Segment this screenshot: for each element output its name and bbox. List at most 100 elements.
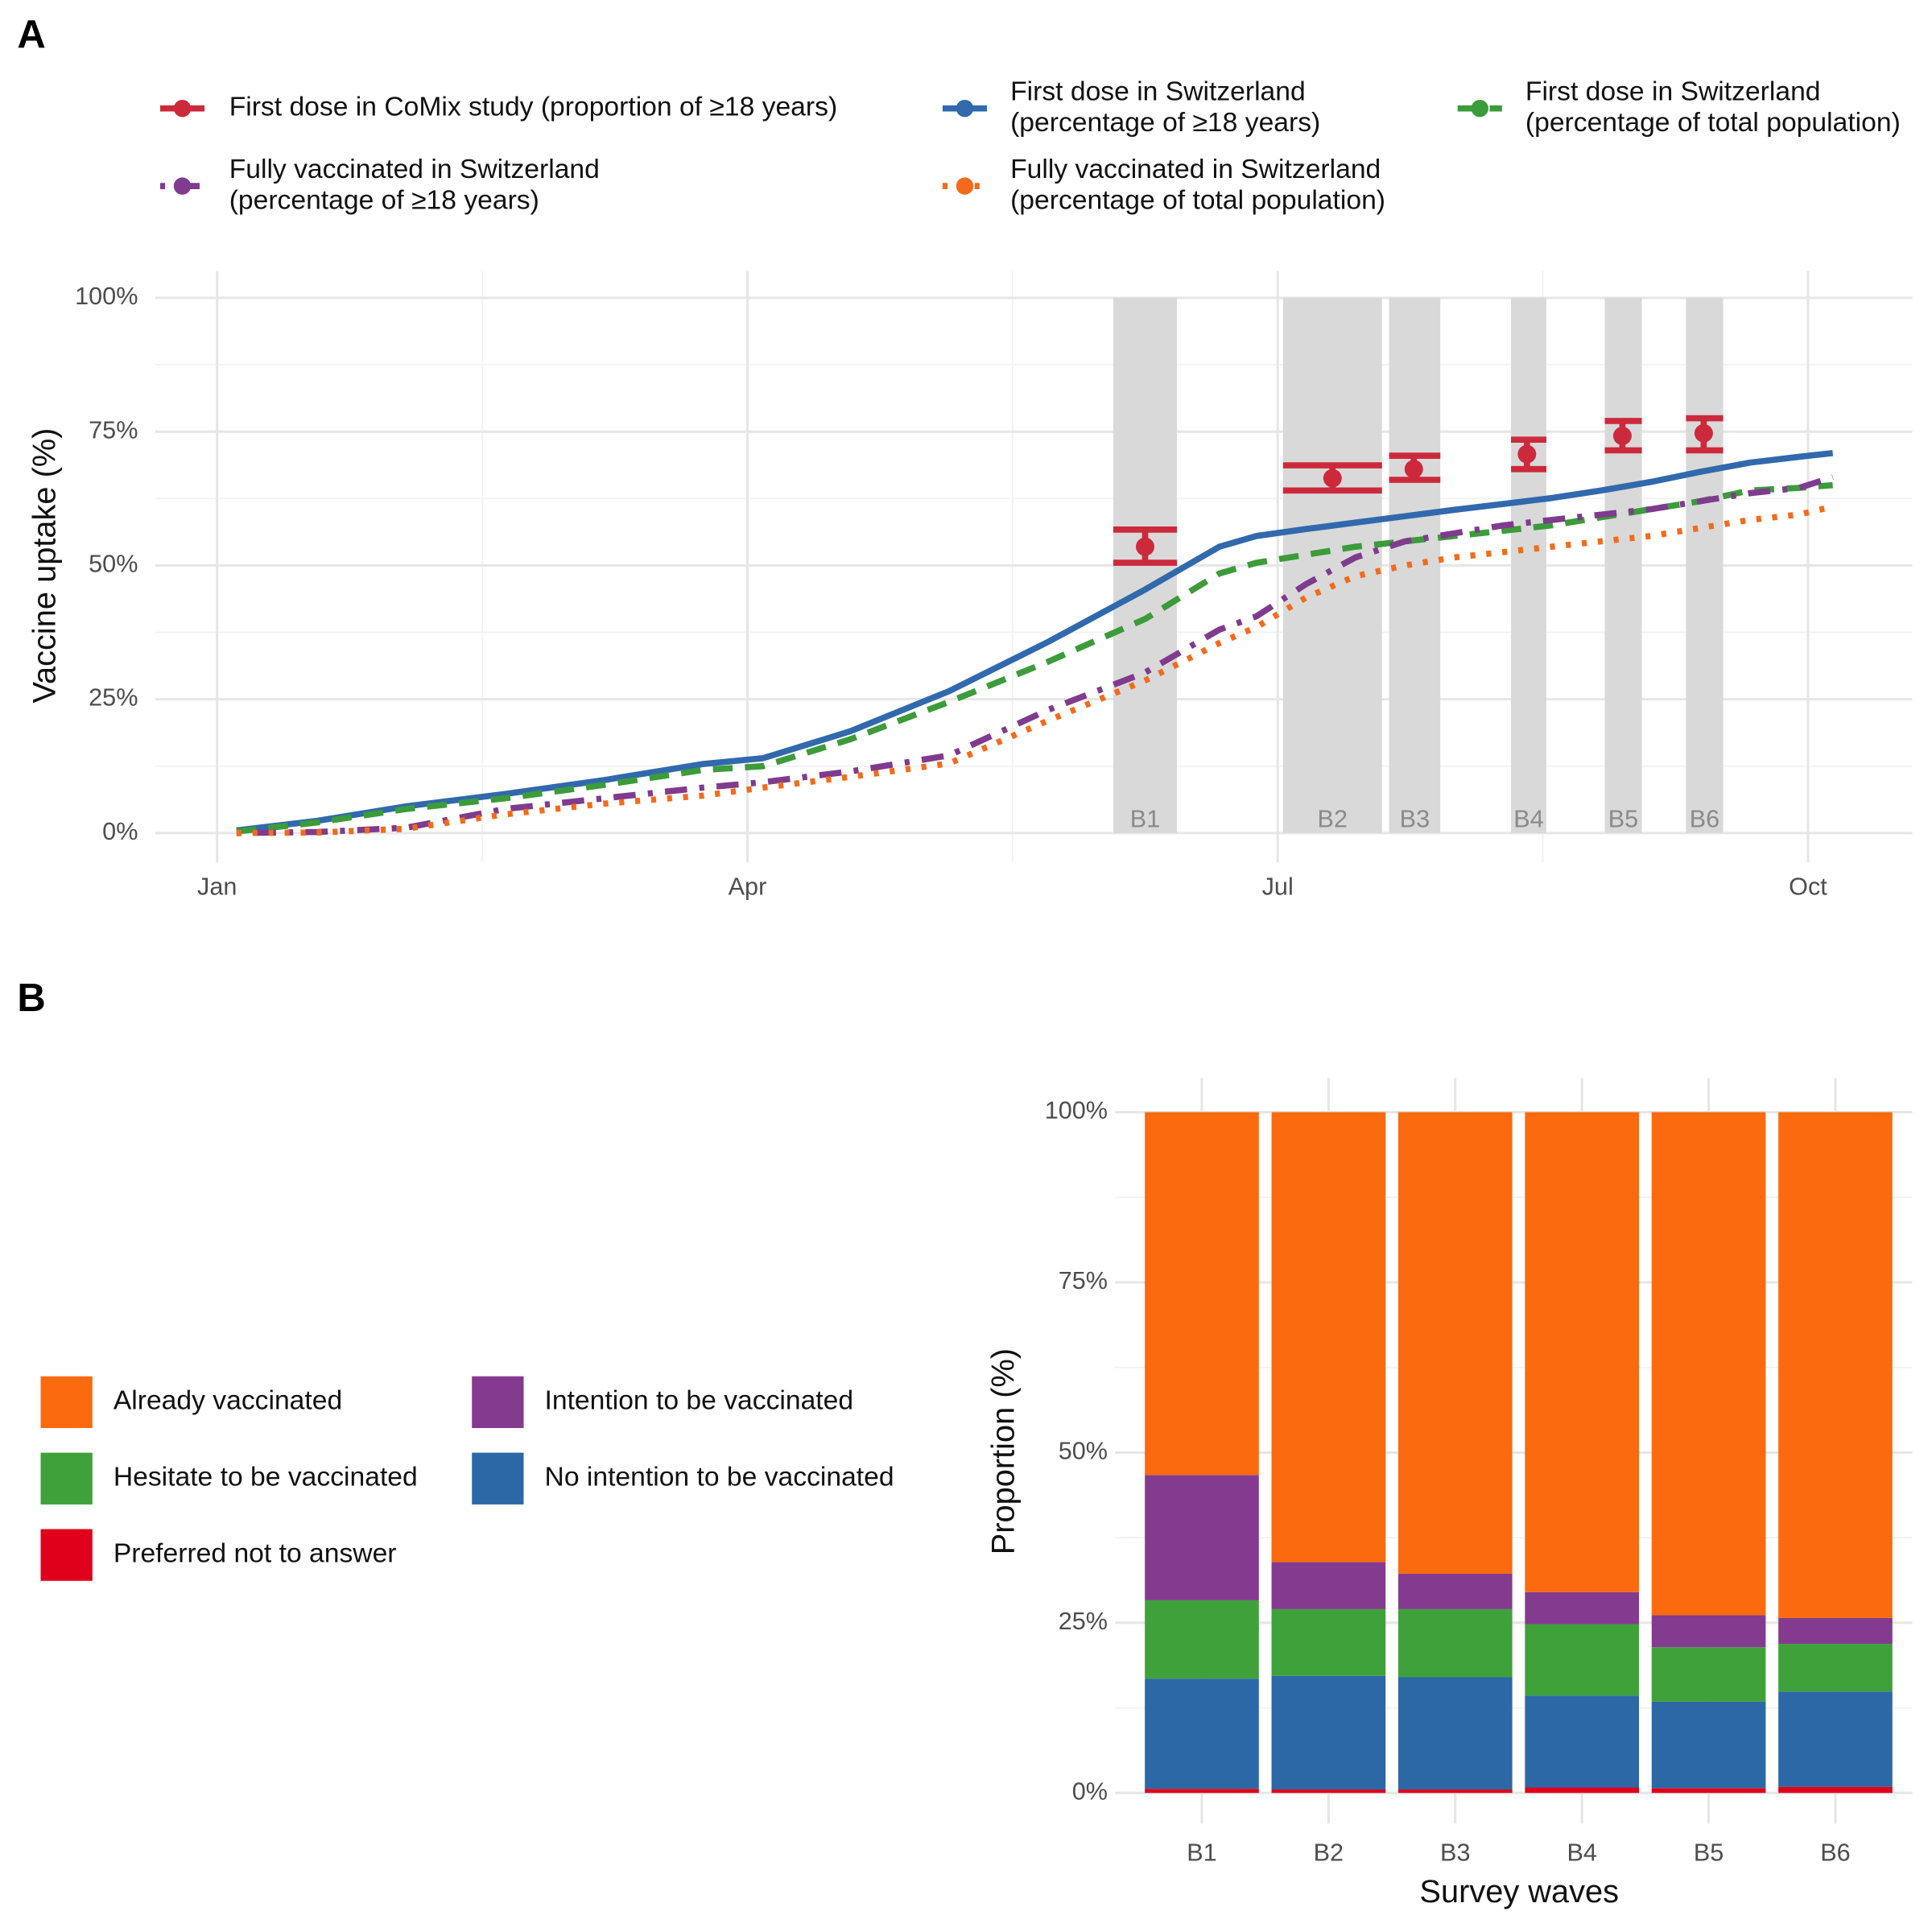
- bar-segment: [1525, 1695, 1640, 1788]
- bar-segment: [1778, 1112, 1893, 1618]
- point: [1136, 537, 1155, 556]
- x-tick-label: B6: [1820, 1839, 1850, 1867]
- survey-wave-label: B3: [1400, 806, 1430, 833]
- y-tick-label: 0%: [1072, 1777, 1108, 1805]
- bar-segment: [1271, 1608, 1386, 1676]
- bar-segment: [1525, 1112, 1640, 1592]
- y-tick-label: 100%: [1045, 1097, 1108, 1125]
- point: [1694, 423, 1713, 443]
- y-axis-title: Vaccine uptake (%): [27, 428, 63, 704]
- y-tick-label: 25%: [1059, 1608, 1108, 1635]
- x-tick-label: Jul: [1262, 873, 1294, 901]
- line: [236, 474, 1834, 836]
- bar-segment: [1397, 1790, 1513, 1794]
- bar-segment: [1778, 1786, 1893, 1794]
- point: [1517, 444, 1537, 464]
- bar-segment: [1525, 1591, 1640, 1624]
- panel-label: B: [17, 976, 45, 1020]
- bar-segment: [1397, 1573, 1513, 1609]
- legend-key: [472, 1452, 524, 1505]
- bar-segment: [1271, 1790, 1386, 1794]
- bar-segment: [1525, 1787, 1640, 1794]
- bar-segment: [1397, 1677, 1513, 1790]
- legend-label: First dose in Switzerland (percentage of …: [1525, 76, 1901, 138]
- legend-label: Intention to be vaccinated: [545, 1386, 854, 1416]
- x-tick-label: Oct: [1789, 873, 1827, 901]
- legend-label: First dose in CoMix study (proportion of…: [229, 93, 837, 122]
- survey-wave-band: [1389, 297, 1441, 833]
- point: [1323, 469, 1342, 488]
- bar-segment: [1778, 1644, 1893, 1692]
- legend-label: Preferred not to answer: [114, 1539, 397, 1569]
- bar-segment: [1145, 1789, 1259, 1794]
- x-tick-label: Apr: [729, 873, 767, 901]
- point: [1612, 427, 1632, 445]
- bar-segment: [1651, 1701, 1766, 1789]
- bar-segment: [1145, 1112, 1259, 1476]
- bar-segment: [1145, 1678, 1259, 1790]
- bar-segment: [1145, 1600, 1259, 1679]
- y-tick-label: 25%: [89, 684, 138, 712]
- bar-segment: [1397, 1608, 1513, 1678]
- panel-b: 0% 25% 50% 75% 100% B1 B2 B3 B4 B5 B6 Preferred not…: [40, 1078, 1913, 1867]
- y-tick-label: 75%: [1059, 1267, 1108, 1294]
- x-axis-title: Survey waves: [1419, 1874, 1619, 1909]
- survey-wave-band: [1604, 297, 1642, 833]
- bar-segment: [1778, 1617, 1893, 1645]
- y-tick-label: 0%: [102, 818, 138, 845]
- legend-key: [40, 1452, 93, 1505]
- bar-segment: [1397, 1112, 1513, 1574]
- panel-a: 0% 25% 50% 75% 100% Jan Apr Jul Oct B1 B2 B3 B4 B5 B6 F…: [75, 76, 1913, 901]
- bar-segment: [1651, 1615, 1766, 1648]
- bar-segment: [1651, 1647, 1766, 1702]
- y-tick-label: 75%: [89, 416, 138, 444]
- bar-segment: [1651, 1112, 1766, 1616]
- x-tick-label: B3: [1440, 1839, 1470, 1867]
- bar-segment: [1145, 1475, 1259, 1600]
- legend-key: [40, 1529, 93, 1581]
- y-tick-label: 100%: [75, 283, 138, 310]
- survey-wave-label: B5: [1608, 806, 1638, 833]
- legend-label: No intention to be vaccinated: [545, 1463, 894, 1492]
- bar-segment: [1271, 1562, 1386, 1609]
- legend-label: Already vaccinated: [114, 1386, 342, 1416]
- survey-wave-band: [1686, 297, 1724, 833]
- legend-key-point: [956, 99, 974, 118]
- legend-key-point: [173, 99, 192, 118]
- legend-key-point: [173, 177, 192, 195]
- bar-segment: [1651, 1788, 1766, 1794]
- x-tick-label: B4: [1567, 1839, 1596, 1867]
- x-tick-label: B2: [1314, 1839, 1344, 1867]
- legend-label: Hesitate to be vaccinated: [114, 1463, 418, 1492]
- survey-wave-band: [1282, 297, 1382, 833]
- survey-wave-label: B6: [1690, 806, 1719, 833]
- legend-label: Fully vaccinated in Switzerland (percenta…: [229, 155, 600, 216]
- legend-key-point: [956, 177, 974, 195]
- survey-wave-label: B1: [1130, 806, 1160, 833]
- x-tick-label: B5: [1694, 1839, 1724, 1867]
- x-tick-label: Jan: [197, 873, 237, 901]
- bar-segment: [1271, 1112, 1386, 1563]
- y-tick-label: 50%: [89, 551, 138, 578]
- line: [236, 481, 1833, 835]
- bar-segment: [1525, 1624, 1640, 1696]
- survey-wave-label: B4: [1513, 806, 1543, 833]
- survey-wave-label: B2: [1318, 806, 1348, 833]
- legend-key: [40, 1376, 93, 1428]
- x-tick-label: B1: [1187, 1839, 1216, 1867]
- point: [1404, 460, 1423, 479]
- legend-key: [472, 1376, 524, 1428]
- bar-segment: [1778, 1691, 1893, 1787]
- survey-wave-band: [1511, 297, 1546, 833]
- bar-segment: [1271, 1675, 1386, 1790]
- panel-label: A: [17, 13, 45, 56]
- y-axis-title: Proportion (%): [985, 1348, 1021, 1554]
- legend-label: Fully vaccinated in Switzerland (percenta…: [1010, 155, 1385, 216]
- legend-key-point: [1471, 99, 1488, 118]
- line: [236, 449, 1834, 834]
- line: [236, 503, 1834, 836]
- legend-label: First dose in Switzerland (percentage of …: [1010, 76, 1320, 138]
